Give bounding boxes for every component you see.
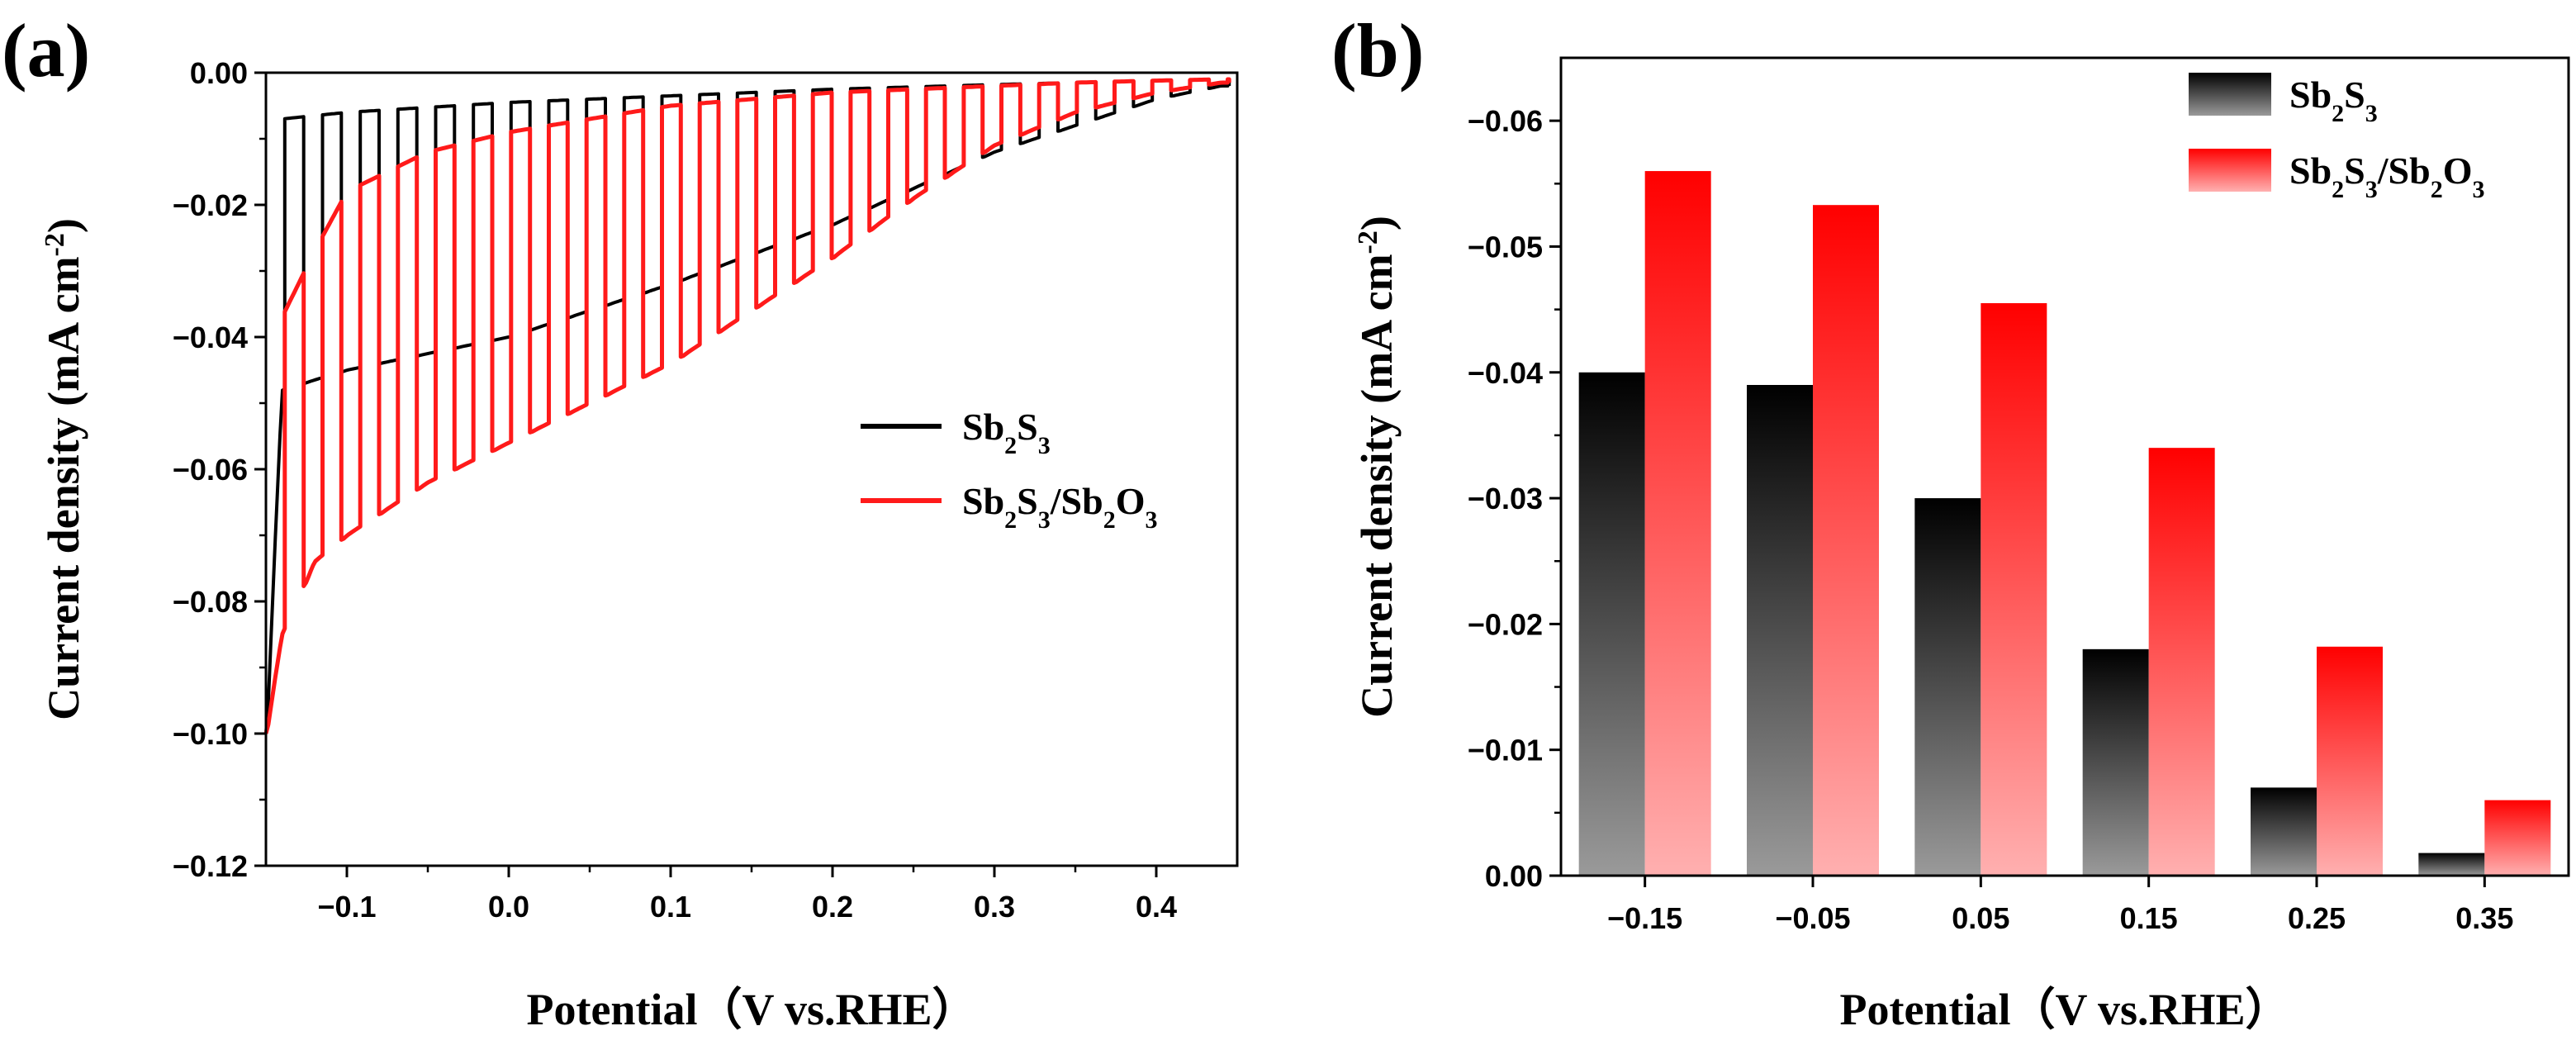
panel-a-plot-frame	[264, 71, 1239, 867]
legend-part: /Sb	[1050, 480, 1103, 522]
y-tick-label: −0.03	[1468, 482, 1543, 515]
y-tick-label: −0.12	[173, 849, 248, 883]
panel-a-y-axis-title: Current density (mA cm-2)	[39, 218, 88, 720]
legend-part: S	[1017, 406, 1038, 448]
panel-a-y-axis-title-sup: -2	[40, 233, 70, 256]
x-tick-label: 0.15	[2120, 901, 2178, 935]
panel-b-y-ticks: 0.00 −0.01 −0.02 −0.03 −0.04 −0.05 −0.06	[1468, 104, 1561, 893]
legend-part: 3	[1038, 506, 1051, 534]
series-line-sb2s3	[264, 78, 1231, 734]
y-tick-label: −0.10	[173, 717, 248, 751]
legend-part: 2	[2332, 100, 2344, 127]
panel-b-legend-swatch-sb2s3-sb2o3	[2189, 149, 2271, 192]
bar-sb2s3	[1747, 385, 1813, 876]
legend-part: 2	[1004, 506, 1017, 534]
legend-part: 3	[1038, 432, 1051, 459]
x-tick-label: 0.3	[974, 890, 1015, 924]
y-tick-label: −0.06	[1468, 104, 1543, 138]
panel-b-label: (b)	[1331, 8, 1424, 93]
legend-part: Sb	[2289, 74, 2332, 116]
panel-b-y-axis-title-close: )	[1352, 216, 1402, 230]
panel-b-x-ticks: −0.15 −0.05 0.05 0.15 0.25 0.35	[1607, 876, 2513, 935]
bar-sb2s3	[2418, 853, 2485, 876]
y-tick-label: −0.02	[1468, 607, 1543, 641]
panel-a-y-axis-title-main: Current density (mA cm	[39, 256, 88, 720]
panel-a-series	[263, 77, 1231, 734]
legend-part: Sb	[962, 406, 1004, 448]
x-tick-label: 0.35	[2455, 901, 2513, 935]
x-tick-label: 0.1	[650, 890, 691, 924]
panel-b-x-axis-title: Potential（V vs.RHE）	[1839, 985, 2289, 1034]
y-tick-label: −0.06	[173, 453, 248, 487]
panel-a: (a) 0.00−0.02−0.04−0.06−0.08−0.10−0.12 −…	[2, 8, 1239, 1034]
legend-part: S	[2344, 150, 2365, 192]
legend-part: 3	[2365, 176, 2378, 203]
legend-part: S	[1017, 480, 1038, 522]
legend-part: Sb	[962, 480, 1004, 522]
bar-sb2s3_sb2o3	[1813, 205, 1879, 876]
x-tick-label: 0.2	[812, 890, 853, 924]
bar-sb2s3_sb2o3	[2317, 646, 2383, 876]
x-tick-label: 0.4	[1136, 890, 1177, 924]
panel-a-x-axis-title: Potential（V vs.RHE）	[526, 985, 976, 1034]
legend-part: 3	[2473, 176, 2485, 203]
panel-b-y-axis-title-main: Current density (mA cm	[1352, 254, 1402, 717]
legend-part: S	[2344, 74, 2365, 116]
y-tick-label: −0.02	[173, 188, 248, 222]
x-tick-label: 0.25	[2288, 901, 2346, 935]
bar-sb2s3	[2082, 648, 2149, 876]
panel-a-x-ticks: −0.1 0.0 0.1 0.2 0.3 0.4	[317, 866, 1177, 924]
panel-b-legend-label-sb2s3: Sb2S3	[2289, 74, 2378, 127]
panel-b-plot-frame	[1559, 56, 2570, 877]
panel-a-y-axis-title-close: )	[39, 218, 88, 233]
x-tick-label: 0.0	[488, 890, 529, 924]
bar-sb2s3	[1578, 372, 1645, 876]
legend-part: 3	[1146, 506, 1158, 534]
bar-sb2s3_sb2o3	[1644, 171, 1711, 876]
legend-part: O	[1116, 480, 1146, 522]
bar-sb2s3	[1914, 498, 1981, 876]
bar-sb2s3_sb2o3	[2148, 448, 2215, 876]
bar-sb2s3_sb2o3	[2484, 800, 2551, 876]
y-tick-label: −0.05	[1468, 230, 1543, 264]
legend-part: /Sb	[2377, 150, 2431, 192]
y-tick-label: −0.08	[173, 585, 248, 619]
panel-b-legend-swatch-sb2s3	[2189, 73, 2271, 116]
panel-a-y-ticks: 0.00 −0.02 −0.04 −0.06 −0.08 −0.10 −0.12	[173, 56, 266, 883]
legend-part: O	[2443, 150, 2473, 192]
panel-a-label: (a)	[2, 8, 90, 93]
bar-sb2s3_sb2o3	[1981, 303, 2047, 876]
panel-a-legend-label-sb2s3: Sb2S3	[962, 406, 1051, 459]
panel-b-y-axis-title: Current density (mA cm-2)	[1352, 216, 1402, 718]
y-tick-label: −0.01	[1468, 734, 1543, 767]
panel-a-legend: Sb2S3 Sb2S3/Sb2O3	[861, 406, 1158, 534]
bar-sb2s3	[2251, 787, 2317, 876]
y-tick-label: −0.04	[1468, 356, 1543, 390]
panel-b: (b) 0.00 −0.01 −0.02 −0.03 −0.04 −0.05 −0.06 −…	[1331, 8, 2570, 1034]
x-tick-label: −0.15	[1607, 901, 1682, 935]
y-tick-label: −0.04	[173, 321, 248, 354]
panel-a-legend-label-sb2s3-sb2o3: Sb2S3/Sb2O3	[962, 480, 1158, 534]
panel-b-legend-label-sb2s3-sb2o3: Sb2S3/Sb2O3	[2289, 150, 2485, 203]
legend-part: Sb	[2289, 150, 2332, 192]
y-tick-label: 0.00	[190, 56, 248, 90]
legend-part: 3	[2365, 100, 2378, 127]
x-tick-label: −0.05	[1775, 901, 1850, 935]
legend-part: 2	[1103, 506, 1116, 534]
panel-b-bars	[1578, 171, 2551, 876]
legend-part: 2	[2431, 176, 2443, 203]
x-tick-label: −0.1	[317, 890, 376, 924]
series-line-sb2s3_sb2o3	[263, 77, 1231, 734]
legend-part: 2	[1004, 432, 1017, 459]
y-tick-label: 0.00	[1485, 859, 1543, 893]
x-tick-label: 0.05	[1952, 901, 2009, 935]
panel-b-y-axis-title-sup: -2	[1353, 230, 1383, 254]
legend-part: 2	[2332, 176, 2344, 203]
panel-b-legend: Sb2S3 Sb2S3/Sb2O3	[2189, 73, 2485, 203]
